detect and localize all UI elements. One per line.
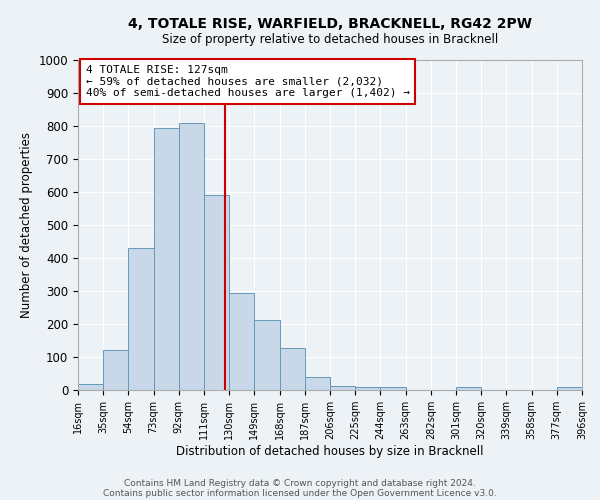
Text: 4 TOTALE RISE: 127sqm
← 59% of detached houses are smaller (2,032)
40% of semi-d: 4 TOTALE RISE: 127sqm ← 59% of detached … [86, 65, 410, 98]
Bar [557, 386, 582, 390]
Bar [204, 196, 229, 390]
Text: Size of property relative to detached houses in Bracknell: Size of property relative to detached ho… [162, 32, 498, 46]
Bar [128, 248, 154, 390]
Bar [330, 386, 355, 390]
Text: Contains HM Land Registry data © Crown copyright and database right 2024.: Contains HM Land Registry data © Crown c… [124, 478, 476, 488]
Bar [456, 386, 481, 390]
Text: Contains public sector information licensed under the Open Government Licence v3: Contains public sector information licen… [103, 488, 497, 498]
Bar [78, 384, 103, 390]
Text: 4, TOTALE RISE, WARFIELD, BRACKNELL, RG42 2PW: 4, TOTALE RISE, WARFIELD, BRACKNELL, RG4… [128, 18, 532, 32]
Bar [229, 294, 254, 390]
Y-axis label: Number of detached properties: Number of detached properties [20, 132, 33, 318]
X-axis label: Distribution of detached houses by size in Bracknell: Distribution of detached houses by size … [176, 445, 484, 458]
Bar [280, 348, 305, 390]
Bar [305, 377, 330, 390]
Bar [355, 386, 380, 390]
Bar [179, 124, 204, 390]
Bar [254, 320, 280, 390]
Bar [154, 128, 179, 390]
Bar [103, 350, 128, 390]
Bar [380, 386, 406, 390]
